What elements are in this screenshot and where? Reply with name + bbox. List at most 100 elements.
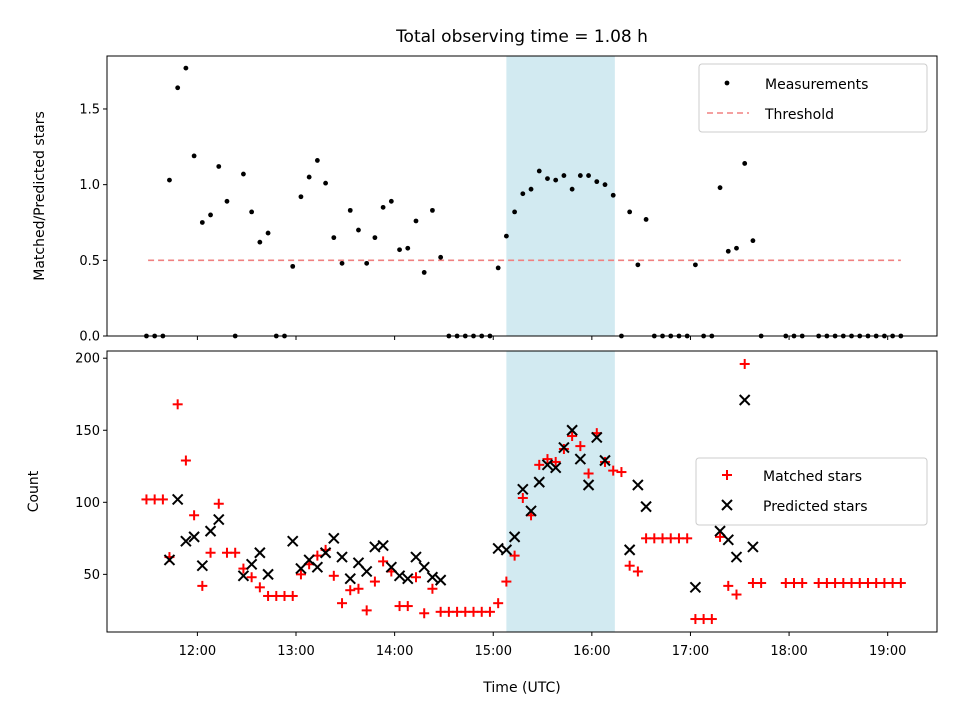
predicted-star-point [171, 493, 184, 506]
measurement-point [331, 235, 337, 241]
top-x-ticks [196, 336, 889, 340]
x-tick-label: 12:00 [179, 644, 216, 659]
measurement-point [545, 176, 550, 181]
measurement-point [503, 233, 509, 239]
matched-star-point [706, 614, 717, 625]
predicted-star-point [336, 551, 348, 563]
measurement-point [495, 265, 501, 271]
measurement-point [536, 168, 542, 174]
matched-star-point [632, 566, 643, 577]
matched-star-point [550, 456, 561, 467]
x-axis-label: Time (UTC) [482, 680, 560, 696]
matched-star-point [731, 589, 742, 600]
top-y-tick-label: 0.5 [79, 254, 100, 269]
measurement-point [717, 185, 723, 191]
bottom-y-tick-label: 50 [83, 568, 100, 583]
predicted-star-point [722, 534, 734, 546]
matched-star-point [715, 531, 726, 542]
matched-star-point [345, 585, 356, 596]
predicted-star-point [517, 483, 529, 496]
matched-star-point [501, 576, 512, 587]
matched-star-point [682, 533, 693, 544]
matched-star-point [608, 465, 619, 476]
matched-star-point [328, 570, 339, 581]
legend-measurements-marker [724, 80, 730, 86]
measurement-point [553, 177, 559, 183]
measurement-point [175, 85, 181, 91]
measurement-point [561, 173, 567, 178]
measurement-point [347, 207, 353, 213]
x-tick-label: 14:00 [376, 644, 413, 659]
matched-star-point [600, 456, 610, 467]
measurement-point [199, 220, 205, 225]
predicted-star-point [213, 513, 225, 526]
bottom-x-ticks: 12:00 13:00 14:00 15:00 16:00 17:00 18:00 19:00 [179, 632, 906, 659]
measurement-point [725, 248, 731, 254]
matched-star-point [616, 467, 627, 478]
matched-star-point [205, 547, 216, 558]
x-tick-label: 18:00 [770, 644, 807, 659]
matched-star-point [369, 576, 380, 587]
measurement-point [610, 192, 616, 198]
predicted-star-point [344, 572, 356, 585]
matched-star-point [739, 358, 750, 369]
predicted-star-point [188, 531, 200, 543]
measurement-point [183, 65, 189, 71]
measurement-point [643, 217, 649, 222]
legend-matched-marker [722, 470, 732, 480]
top-legend: Measurements Threshold [698, 63, 928, 133]
matched-star-point [378, 556, 389, 567]
matched-star-point [583, 468, 594, 479]
matched-star-point [558, 443, 569, 454]
measurement-point [577, 173, 583, 178]
measurement-point [430, 207, 435, 213]
predicted-star-point [426, 571, 439, 583]
count-panel: 50 100 150 200 12:00 13:00 14:00 15:00 16:00 17:… [26, 350, 938, 696]
predicted-star-point [402, 572, 414, 585]
measurement-points [144, 65, 904, 339]
ratio-panel: 0.0 0.5 1.0 1.5 Total observing time = 1.08… [32, 27, 938, 345]
measurement-point [594, 179, 600, 185]
top-y-tick-label: 0.0 [79, 330, 100, 345]
measurement-point [339, 260, 345, 266]
predicted-star-point [591, 431, 603, 444]
predicted-star-point [328, 532, 340, 545]
predicted-star-point [623, 544, 636, 556]
measurement-point [380, 204, 386, 210]
x-tick-label: 17:00 [672, 644, 709, 659]
measurement-point [421, 270, 427, 275]
bottom-y-tick-label: 100 [75, 496, 100, 511]
measurement-point [306, 174, 312, 180]
predicted-star-point [689, 581, 702, 594]
matched-star-point [353, 583, 364, 594]
measurement-point [364, 260, 370, 266]
predicted-star-point [640, 500, 652, 513]
predicted-star-point [204, 525, 217, 537]
measurement-point [627, 209, 633, 215]
matched-star-point [484, 606, 495, 617]
predicted-star-point [410, 551, 422, 563]
top-y-ticks: 0.0 0.5 1.0 1.5 [79, 102, 107, 345]
measurement-point [257, 239, 263, 245]
measurement-point [167, 177, 172, 183]
predicted-star-point [237, 570, 250, 582]
matched-star-point [410, 572, 421, 583]
matched-star-point [895, 578, 906, 589]
predicted-star-point [541, 459, 554, 471]
matched-star-point [517, 492, 528, 503]
predicted-star-point [434, 574, 447, 586]
matched-star-point [287, 590, 298, 601]
chart-title: Total observing time = 1.08 h [395, 27, 648, 47]
legend-measurements-label: Measurements [765, 77, 868, 93]
matched-star-point [402, 601, 413, 612]
measurement-point [750, 238, 756, 244]
predicted-star-point [574, 453, 587, 465]
observing-window-span [506, 56, 615, 336]
measurement-point [520, 191, 526, 197]
predicted-star-point [311, 561, 324, 573]
measurement-point [290, 263, 296, 269]
matched-star-point [567, 431, 578, 442]
matched-star-point [361, 605, 372, 616]
bottom-y-tick-label: 150 [75, 424, 100, 439]
predicted-star-point [525, 505, 537, 517]
